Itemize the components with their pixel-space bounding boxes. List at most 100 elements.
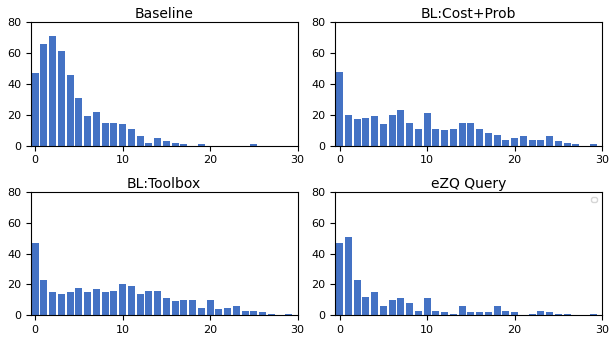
Bar <box>67 292 74 315</box>
Bar <box>406 303 413 315</box>
Title: BL:Cost+Prob: BL:Cost+Prob <box>421 7 516 21</box>
Bar <box>345 115 352 146</box>
Bar <box>172 143 179 146</box>
Bar <box>198 307 205 315</box>
Bar <box>110 122 118 146</box>
Bar <box>49 292 56 315</box>
Bar <box>49 36 56 146</box>
Bar <box>180 144 187 146</box>
Bar <box>354 280 361 315</box>
Bar <box>163 298 170 315</box>
Bar <box>93 112 100 146</box>
Bar <box>336 71 343 146</box>
Bar <box>406 122 413 146</box>
Bar <box>119 285 126 315</box>
Bar <box>250 311 257 315</box>
Bar <box>476 312 483 315</box>
Bar <box>476 129 483 146</box>
Bar <box>380 306 387 315</box>
Bar <box>441 130 448 146</box>
Bar <box>163 141 170 146</box>
Bar <box>380 124 387 146</box>
Bar <box>389 115 395 146</box>
Bar <box>259 312 266 315</box>
Bar <box>224 307 231 315</box>
Bar <box>555 314 562 315</box>
Bar <box>154 291 161 315</box>
Bar <box>389 300 395 315</box>
Bar <box>432 129 439 146</box>
Bar <box>198 144 205 146</box>
Bar <box>485 312 492 315</box>
Bar <box>564 314 570 315</box>
Bar <box>145 143 152 146</box>
Bar <box>450 129 457 146</box>
Bar <box>397 298 405 315</box>
Bar <box>537 140 545 146</box>
Bar <box>189 300 196 315</box>
Bar <box>233 306 240 315</box>
Title: eZQ Query: eZQ Query <box>431 176 506 190</box>
Bar <box>250 144 257 146</box>
Bar <box>31 243 39 315</box>
Bar <box>546 136 553 146</box>
Bar <box>415 311 422 315</box>
Bar <box>485 133 492 146</box>
Bar <box>180 300 187 315</box>
Bar <box>58 51 65 146</box>
Bar <box>285 314 292 315</box>
Bar <box>137 136 144 146</box>
Bar <box>493 135 501 146</box>
Bar <box>529 140 535 146</box>
Bar <box>468 312 474 315</box>
Bar <box>424 298 431 315</box>
Bar <box>529 314 535 315</box>
Bar <box>102 292 108 315</box>
Bar <box>362 118 370 146</box>
Bar <box>520 136 527 146</box>
Title: BL:Toolbox: BL:Toolbox <box>127 176 201 190</box>
Bar <box>362 297 370 315</box>
Bar <box>93 289 100 315</box>
Legend:  <box>591 197 597 202</box>
Bar <box>450 314 457 315</box>
Bar <box>216 309 222 315</box>
Bar <box>31 73 39 146</box>
Bar <box>241 311 248 315</box>
Bar <box>424 113 431 146</box>
Bar <box>102 122 108 146</box>
Bar <box>468 122 474 146</box>
Bar <box>336 243 343 315</box>
Bar <box>503 311 509 315</box>
Bar <box>564 143 570 146</box>
Bar <box>145 291 152 315</box>
Bar <box>137 294 144 315</box>
Bar <box>354 119 361 146</box>
Bar <box>546 312 553 315</box>
Bar <box>154 138 161 146</box>
Bar <box>128 129 135 146</box>
Bar <box>590 144 597 146</box>
Bar <box>172 301 179 315</box>
Bar <box>128 286 135 315</box>
Title: Baseline: Baseline <box>135 7 193 21</box>
Bar <box>511 312 518 315</box>
Bar <box>432 311 439 315</box>
Bar <box>503 140 509 146</box>
Bar <box>345 237 352 315</box>
Bar <box>397 110 405 146</box>
Bar <box>493 306 501 315</box>
Bar <box>537 311 545 315</box>
Bar <box>371 116 378 146</box>
Bar <box>371 292 378 315</box>
Bar <box>268 314 275 315</box>
Bar <box>555 141 562 146</box>
Bar <box>41 44 47 146</box>
Bar <box>415 129 422 146</box>
Bar <box>459 306 466 315</box>
Bar <box>67 75 74 146</box>
Bar <box>206 300 214 315</box>
Bar <box>84 116 91 146</box>
Bar <box>441 312 448 315</box>
Bar <box>511 138 518 146</box>
